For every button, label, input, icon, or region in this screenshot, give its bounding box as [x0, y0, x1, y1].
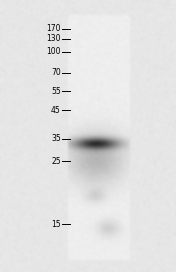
- Text: 55: 55: [51, 86, 61, 96]
- Text: 45: 45: [51, 106, 61, 115]
- Text: 70: 70: [51, 68, 61, 77]
- Text: 25: 25: [51, 156, 61, 166]
- Text: 130: 130: [46, 34, 61, 43]
- Text: 15: 15: [51, 220, 61, 229]
- Text: 170: 170: [46, 24, 61, 33]
- Text: 100: 100: [46, 47, 61, 56]
- Text: 35: 35: [51, 134, 61, 143]
